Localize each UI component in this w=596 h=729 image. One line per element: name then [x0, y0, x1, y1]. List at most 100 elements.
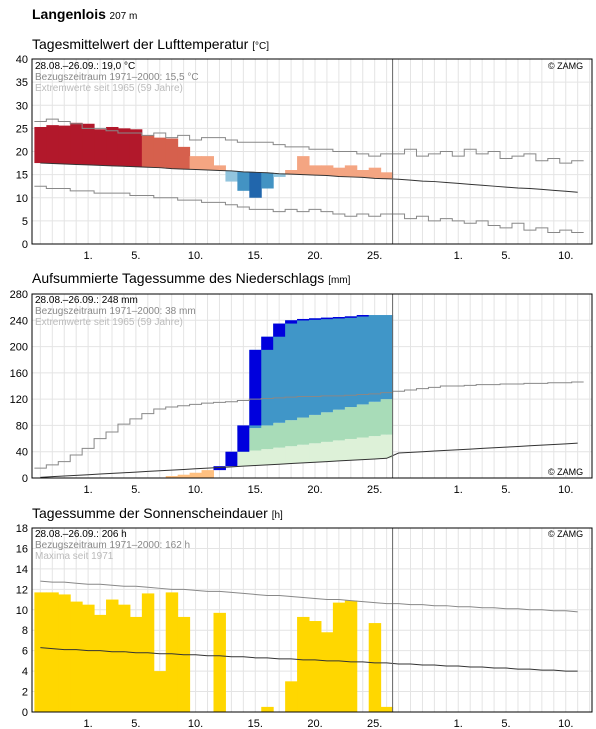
prec-ytick-label: 120 — [10, 394, 28, 406]
prec-surplus-high — [320, 317, 334, 413]
prec-surplus-mid — [297, 417, 310, 445]
sun-bar — [34, 592, 47, 712]
prec-surplus-low — [320, 441, 334, 462]
prec-surplus-high — [332, 317, 346, 410]
sun-bar — [344, 600, 358, 712]
temperature-title: Tagesmittelwert der Lufttemperatur [°C] — [32, 36, 269, 52]
temp-xtick-label: 25. — [367, 250, 382, 262]
prec-daily-increment — [309, 318, 322, 320]
prec-surplus-high — [297, 318, 310, 418]
temp-xtick-label: 10. — [188, 250, 203, 262]
prec-surplus-mid — [332, 409, 346, 441]
sunshine-title: Tagessumme der Sonnenscheindauer [h] — [32, 505, 283, 521]
temp-anomaly-bar — [249, 172, 262, 198]
prec-daily-increment — [297, 318, 310, 321]
prec-surplus-mid — [249, 428, 262, 451]
precipitation-chart: 0 40 80 120 160 200 240 280 1. 5. 10. 15. 20. 25. 1. 5.… — [10, 289, 593, 496]
temperature-title-text: Tagesmittelwert der Lufttemperatur — [32, 36, 249, 52]
prec-record-max-line — [34, 381, 584, 469]
sun-max-line — [40, 580, 578, 613]
prec-surplus-low — [332, 440, 346, 461]
prec-ytick-label: 80 — [16, 420, 28, 432]
prec-surplus-low — [309, 443, 322, 463]
sun-bar — [94, 614, 107, 712]
sunshine-info: 28.08.–26.09.: 206 h Bezugszeitraum 1971… — [35, 529, 190, 562]
station-header: Langenlois 207 m — [32, 6, 137, 22]
temp-anomaly-bar — [261, 172, 274, 189]
prec-ytick-label: 280 — [10, 289, 28, 301]
sun-bar — [106, 599, 119, 712]
precipitation-title-text: Aufsummierte Tagessumme des Niederschlag… — [32, 270, 325, 286]
station-name: Langenlois — [32, 6, 106, 22]
prec-xtick-label: 15. — [248, 484, 263, 496]
temp-ytick-label: 20 — [16, 147, 28, 159]
temp-anomaly-bar — [129, 129, 143, 167]
prec-surplus-low — [380, 434, 394, 459]
sun-bar — [165, 592, 179, 712]
sun-bar — [380, 706, 394, 712]
sun-xtick-label: 10. — [558, 718, 573, 729]
prec-xtick-label: 5. — [131, 484, 140, 496]
prec-surplus-high — [285, 320, 298, 421]
temp-xtick-label: 15. — [248, 250, 263, 262]
prec-daily-increment — [344, 316, 358, 318]
sun-ytick-label: 6 — [22, 646, 28, 658]
sun-plot-frame — [31, 527, 593, 713]
prec-surplus-low — [273, 447, 286, 465]
temp-anomaly-bar — [82, 123, 95, 165]
temp-anomaly-bar — [380, 172, 394, 179]
prec-surplus-mid — [309, 414, 322, 444]
prec-ytick-label: 40 — [16, 447, 28, 459]
prec-xtick-label: 25. — [367, 484, 382, 496]
precipitation-info-normal: Bezugszeitraum 1971–2000: 38 mm — [35, 306, 196, 317]
sun-bar — [285, 681, 298, 712]
temp-anomaly-bar — [368, 167, 382, 179]
prec-ytick-label: 200 — [10, 342, 28, 354]
temperature-info-normal: Bezugszeitraum 1971–2000: 15,5 °C — [35, 72, 199, 83]
sunshine-title-text: Tagessumme der Sonnenscheindauer — [32, 505, 268, 521]
sun-ytick-label: 8 — [22, 625, 28, 637]
temp-ytick-label: 15 — [16, 170, 28, 182]
temperature-info-extremes: Extremwerte seit 1965 (59 Jahre) — [35, 83, 183, 94]
prec-ytick-label: 240 — [10, 315, 28, 327]
temp-ytick-label: 10 — [16, 193, 28, 205]
temp-anomaly-bar — [58, 125, 71, 164]
sun-bar — [261, 706, 274, 712]
prec-surplus-high — [368, 315, 382, 402]
temperature-info: 28.08.–26.09.: 19,0 °C Bezugszeitraum 19… — [35, 61, 199, 94]
temperature-info-period: 28.08.–26.09.: 19,0 °C — [35, 61, 136, 72]
temp-anomaly-bar — [344, 165, 358, 177]
temp-anomaly-bar — [106, 126, 119, 166]
prec-surplus-mid — [285, 420, 298, 447]
prec-daily-increment — [213, 466, 226, 471]
temp-anomaly-bar — [297, 156, 310, 175]
temp-record-min-line — [34, 185, 584, 233]
temp-ytick-label: 30 — [16, 100, 28, 112]
temp-xtick-label: 5. — [501, 250, 510, 262]
prec-daily-increment — [273, 323, 286, 337]
prec-daily-increment — [332, 317, 346, 319]
prec-daily-increment — [320, 317, 334, 320]
sun-normal-line — [40, 647, 578, 672]
prec-surplus-mid — [344, 407, 358, 439]
temp-ytick-label: 0 — [22, 239, 28, 251]
precipitation-title: Aufsummierte Tagessumme des Niederschlag… — [32, 270, 350, 286]
prec-daily-increment — [356, 315, 370, 317]
temp-anomaly-bar — [153, 137, 167, 168]
precipitation-unit: [mm] — [328, 275, 351, 286]
temp-xtick-label: 1. — [84, 250, 93, 262]
temp-normal-line — [40, 162, 578, 193]
temp-anomaly-bar — [332, 167, 346, 177]
prec-surplus-high — [356, 315, 370, 405]
sun-xtick-label: 5. — [501, 718, 510, 729]
temp-ytick-label: 5 — [22, 216, 28, 228]
sun-bar — [82, 604, 95, 712]
prec-surplus-mid — [320, 412, 334, 442]
temp-anomaly-bar — [117, 128, 131, 167]
prec-surplus-mid — [273, 422, 286, 448]
temp-record-max-line — [34, 118, 584, 164]
station-elevation: 207 m — [109, 11, 138, 22]
sun-bar — [129, 616, 143, 712]
sun-bar — [117, 604, 131, 712]
prec-xtick-label: 1. — [84, 484, 93, 496]
